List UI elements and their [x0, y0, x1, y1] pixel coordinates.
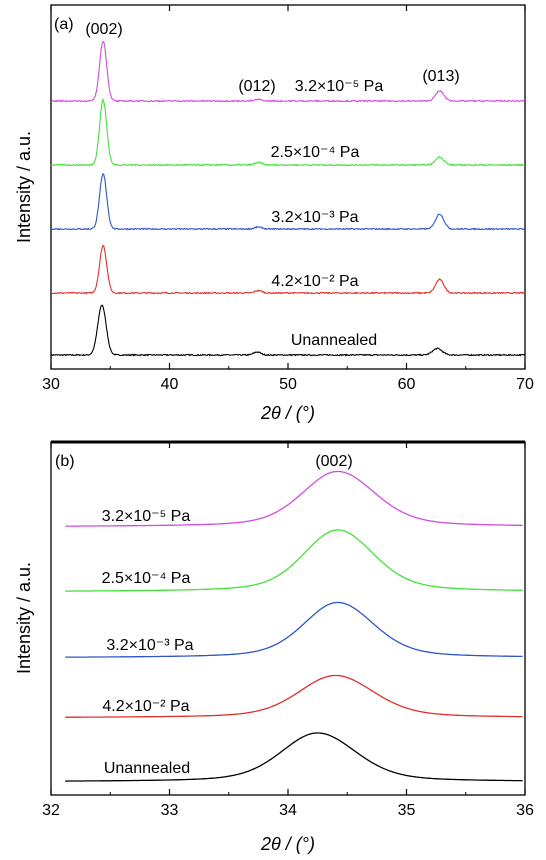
panel-a-x-ticks: 30 40 50 60 70	[42, 5, 534, 393]
panel-b-x-tick-label-33: 33	[161, 802, 179, 819]
panel-a-series-line-4	[50, 40, 526, 103]
panel-b-x-tick-label-36: 36	[516, 802, 534, 819]
panel-a-x-tick-label-40: 40	[161, 376, 179, 393]
panel-b-series-label-p3-2e-3: 3.2×10⁻³ Pa	[106, 637, 193, 654]
panel-a-series-label-p2-5e-4: 2.5×10⁻⁴ Pa	[271, 144, 360, 161]
panel-a-frame	[50, 4, 526, 370]
panel-a-curves	[50, 40, 526, 357]
panel-a-ylabel: Intensity / a.u.	[14, 131, 34, 243]
panel-b-series-label-p3-2e-5: 3.2×10⁻⁵ Pa	[102, 508, 191, 525]
panel-b-x-tick-label-35: 35	[398, 802, 416, 819]
panel-b-x-ticks: 32 33 34 35 36	[42, 442, 534, 819]
panel-b-series-line-0	[65, 732, 523, 782]
panel-b-ylabel: Intensity / a.u.	[14, 562, 34, 674]
panel-b-curves	[65, 470, 523, 782]
panel-a: (a) 30 40 50 60 70 Intensity / a.u. 2θ / (°)…	[14, 4, 534, 423]
panel-a-x-tick-label-70: 70	[516, 376, 534, 393]
panel-b-series-line-4	[65, 470, 523, 527]
panel-a-series-label-p4-2e-2: 4.2×10⁻² Pa	[271, 273, 358, 290]
panel-a-x-tick-label-60: 60	[398, 376, 416, 393]
panel-a-annotation-012: (012)	[238, 78, 275, 95]
panel-a-annotation-002: (002)	[85, 21, 122, 38]
panel-b-series-label-unannealed: Unannealed	[104, 760, 190, 777]
panel-a-x-tick-label-30: 30	[42, 376, 60, 393]
panel-b-x-tick-label-34: 34	[279, 802, 297, 819]
panel-a-series-label-p3-2e-3: 3.2×10⁻³ Pa	[271, 209, 358, 226]
panel-b-series-label-p4-2e-2: 4.2×10⁻² Pa	[102, 698, 189, 715]
panel-a-series-line-1	[50, 244, 526, 295]
panel-b-x-tick-label-32: 32	[42, 802, 60, 819]
panel-a-label: (a)	[54, 16, 74, 33]
panel-a-x-tick-label-50: 50	[279, 376, 297, 393]
panel-b-xlabel: 2θ / (°)	[260, 834, 315, 854]
panel-b-annotation-002: (002)	[315, 453, 352, 470]
panel-b-label: (b)	[55, 453, 75, 470]
panel-a-xlabel: 2θ / (°)	[260, 403, 315, 423]
panel-b-series-label-p2-5e-4: 2.5×10⁻⁴ Pa	[102, 570, 191, 587]
panel-a-annotation-013: (013)	[422, 68, 459, 85]
panel-a-series-line-0	[50, 304, 526, 357]
panel-a-series-line-2	[50, 172, 526, 231]
panel-a-series-line-3	[50, 97, 526, 167]
panel-b-series-line-2	[65, 601, 523, 658]
panel-b: (b) 32 33 34 35 36 Intensity / a.u. 2θ / (°)…	[14, 440, 534, 854]
panel-a-series-label-p3-2e-5: 3.2×10⁻⁵ Pa	[295, 78, 384, 95]
panel-a-series-label-unannealed: Unannealed	[291, 332, 377, 349]
panel-b-series-line-3	[65, 529, 523, 592]
panel-b-frame	[50, 441, 526, 796]
panel-b-series-line-1	[65, 674, 523, 718]
